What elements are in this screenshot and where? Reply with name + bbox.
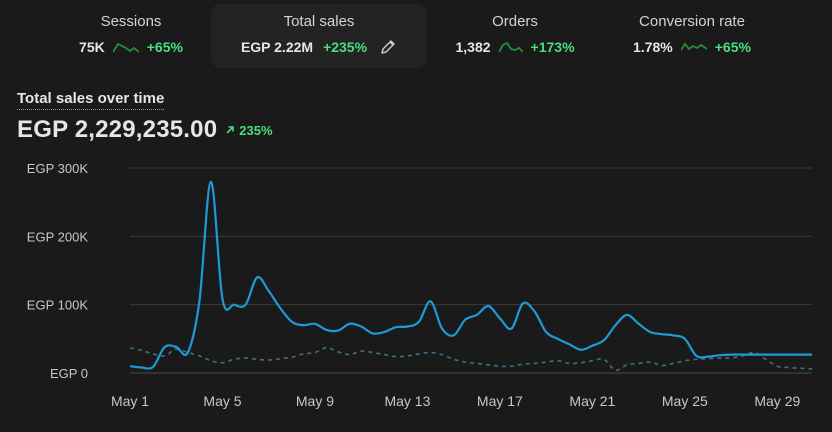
metric-card-orders[interactable]: Orders 1,382 +173% (440, 4, 590, 68)
pencil-icon[interactable] (379, 38, 397, 56)
metric-change: +235% (323, 39, 368, 55)
metric-change: +173% (530, 39, 575, 55)
metric-change: +65% (146, 39, 183, 55)
total-change-value: 235% (239, 122, 273, 138)
y-tick-label: EGP 300K (27, 161, 89, 176)
x-tick-label: May 5 (203, 393, 241, 409)
total-change: 235% (225, 122, 273, 138)
y-tick-label: EGP 0 (50, 366, 88, 381)
x-tick-label: May 21 (569, 393, 615, 409)
metric-value: 1.78% (633, 39, 673, 55)
total-summary: EGP 2,229,235.00 235% (17, 116, 273, 144)
y-tick-label: EGP 200K (27, 229, 89, 244)
metric-card-sessions[interactable]: Sessions 75K +65% (58, 4, 204, 68)
metric-change: +65% (714, 39, 751, 55)
metric-value: 1,382 (455, 39, 491, 55)
sales-series-line (129, 180, 813, 370)
sparkline-icon (112, 42, 139, 53)
metric-title: Sessions (100, 13, 162, 30)
sparkline-icon (498, 41, 523, 53)
metric-value: EGP 2.22M (240, 39, 314, 55)
x-tick-label: May 29 (754, 393, 800, 409)
chart-title[interactable]: Total sales over time (17, 90, 165, 110)
metric-title: Conversion rate (639, 13, 745, 30)
sparkline-icon (680, 42, 707, 51)
x-tick-label: May 9 (296, 393, 334, 409)
metric-value: 75K (79, 39, 105, 55)
metrics-bar: Sessions 75K +65% Total sales EGP 2.22M … (0, 0, 832, 72)
x-tick-label: May 1 (111, 393, 149, 409)
metric-title: Orders (492, 13, 538, 30)
total-value: EGP 2,229,235.00 (17, 116, 218, 143)
x-tick-label: May 25 (662, 393, 708, 409)
comparison-series-line (129, 346, 813, 372)
x-tick-label: May 17 (477, 393, 523, 409)
arrow-up-right-icon (226, 126, 235, 134)
metric-card-total-sales[interactable]: Total sales EGP 2.22M +235% (211, 4, 427, 68)
x-tick-label: May 13 (384, 393, 430, 409)
sales-line-chart[interactable]: EGP 0 EGP 100K EGP 200K EGP 300K May 1 May 5 M… (0, 150, 832, 420)
metric-title: Total sales (283, 13, 355, 30)
y-tick-label: EGP 100K (27, 298, 89, 313)
metric-card-conversion-rate[interactable]: Conversion rate 1.78% +65% (612, 4, 772, 68)
